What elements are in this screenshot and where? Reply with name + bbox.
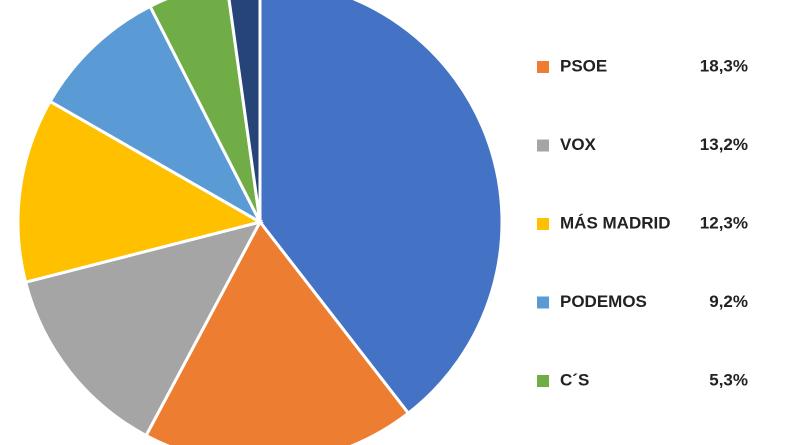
legend-swatch xyxy=(537,139,549,152)
value-label: 9,2% xyxy=(709,292,748,311)
pie-slice xyxy=(227,0,262,223)
legend-label: VOX xyxy=(560,135,597,154)
pie-slice xyxy=(16,99,264,285)
value-label: 5,3% xyxy=(709,370,748,389)
legend-label: C´S xyxy=(560,370,589,389)
legend-label: PODEMOS xyxy=(560,292,647,311)
pie-slice xyxy=(148,0,262,223)
legend-label: MÁS MADRID xyxy=(560,213,671,232)
legend-label: PSOE xyxy=(560,56,607,75)
value-label: 18,3% xyxy=(700,56,748,75)
pie-slice xyxy=(258,0,504,416)
legend-swatch xyxy=(537,375,549,387)
legend-swatch xyxy=(537,296,549,309)
pie-slice xyxy=(144,219,411,445)
pie-slice xyxy=(23,219,263,438)
legend-swatch xyxy=(537,61,549,73)
pie-slice xyxy=(48,4,264,226)
value-label: 12,3% xyxy=(700,213,748,232)
value-label: 13,2% xyxy=(700,135,748,154)
legend-swatch xyxy=(537,218,549,230)
